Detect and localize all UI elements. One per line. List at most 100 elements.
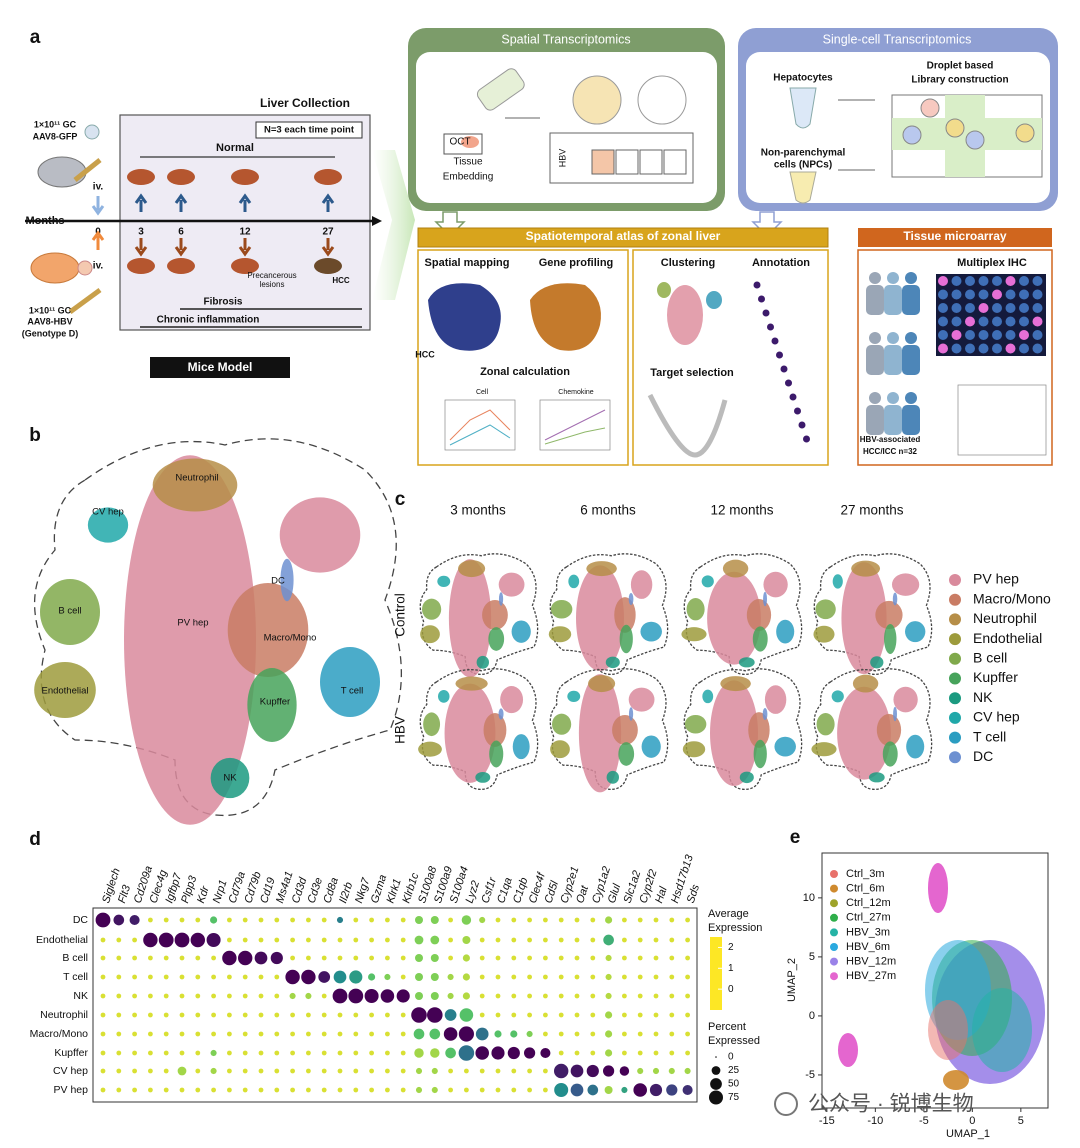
dot [290, 955, 296, 961]
tma-core [1019, 289, 1029, 300]
annotation-dot [794, 407, 801, 415]
person-body [902, 285, 920, 315]
dot [511, 974, 517, 980]
cell-cluster [422, 598, 442, 620]
tma-core [951, 303, 962, 313]
annotation-dot [758, 295, 765, 303]
cell-cluster [628, 592, 634, 606]
dot [652, 1067, 660, 1075]
tma-core [992, 330, 1002, 340]
legend-label: Ctrl_3m [846, 868, 885, 880]
dot [274, 1031, 280, 1037]
tma-core [1032, 289, 1043, 300]
dot [430, 935, 440, 945]
dot [523, 1047, 536, 1059]
dot [570, 1083, 584, 1097]
dot [305, 955, 311, 961]
dot [669, 1050, 675, 1056]
dot [558, 1012, 564, 1018]
label: 1×10¹¹ GC [34, 119, 77, 129]
cell-cluster [640, 621, 662, 642]
down-arrow [134, 238, 148, 257]
dot [430, 1048, 440, 1058]
up-arrow [174, 193, 188, 212]
dot [574, 974, 580, 980]
dot [669, 937, 675, 943]
dot [274, 917, 280, 923]
dot [242, 937, 248, 943]
dot [511, 955, 517, 961]
cell-cluster [893, 686, 918, 713]
dot [495, 955, 501, 961]
dot [100, 974, 106, 980]
cell-cluster [681, 627, 707, 642]
cell-cluster [210, 757, 250, 799]
dot [258, 993, 264, 999]
dot [274, 974, 280, 980]
dot [653, 1050, 659, 1056]
dot [685, 993, 691, 999]
label: Spatial mapping [425, 257, 510, 269]
dot [653, 917, 659, 923]
legend-label: B cell [973, 650, 1007, 666]
mini-plot [539, 399, 611, 451]
dot [459, 1008, 474, 1022]
dot [637, 974, 643, 980]
dot [669, 1012, 675, 1018]
cell-cluster [500, 686, 524, 714]
label: Tissue [453, 157, 483, 168]
legend-swatch [830, 928, 838, 937]
dot [100, 1050, 106, 1056]
cell-cluster [628, 707, 634, 721]
cell-cluster [774, 736, 796, 757]
dot [305, 1012, 311, 1018]
tma-core [978, 343, 989, 354]
dot [558, 1031, 564, 1037]
dot [195, 993, 201, 999]
dot [558, 1050, 564, 1056]
x-tick-label: -10 [867, 1115, 883, 1127]
label: HBV-associated [860, 435, 921, 444]
tma-core [1019, 303, 1029, 313]
dot [448, 937, 454, 943]
dot [337, 1050, 343, 1056]
dot [274, 993, 280, 999]
label: Months [25, 215, 64, 227]
dot [116, 993, 122, 999]
umap-embedding [549, 668, 669, 793]
dot [163, 1068, 169, 1074]
dot [448, 917, 454, 923]
cell-cluster [498, 708, 504, 720]
dot [163, 1031, 169, 1037]
dot [179, 1012, 185, 1018]
dot [685, 917, 691, 923]
dot [100, 955, 106, 961]
cell-cluster [475, 771, 491, 783]
label: Non-parenchymal [761, 148, 846, 159]
panel-letter: a [30, 27, 41, 48]
dot [669, 993, 675, 999]
legend-swatch [830, 870, 838, 878]
dot [479, 1012, 485, 1018]
capture-area [591, 149, 615, 175]
cell-cluster [279, 497, 361, 573]
dot [653, 974, 659, 980]
dot [348, 988, 364, 1004]
person-body [866, 285, 884, 315]
label: 1×10¹¹ GC [29, 305, 72, 315]
legend-label: NK [973, 689, 993, 705]
dot [179, 974, 185, 980]
dot [587, 1084, 599, 1096]
row-label: PV hep [54, 1084, 89, 1096]
dot [290, 917, 296, 923]
dot [431, 1067, 438, 1075]
tma-core [951, 276, 962, 286]
dot [384, 937, 390, 943]
cell-cluster [876, 714, 902, 746]
person-body [884, 405, 902, 435]
dot [321, 917, 327, 923]
dot [305, 1068, 311, 1074]
dot [301, 969, 316, 985]
cell-cluster [641, 735, 661, 758]
legend-swatch [949, 652, 961, 665]
